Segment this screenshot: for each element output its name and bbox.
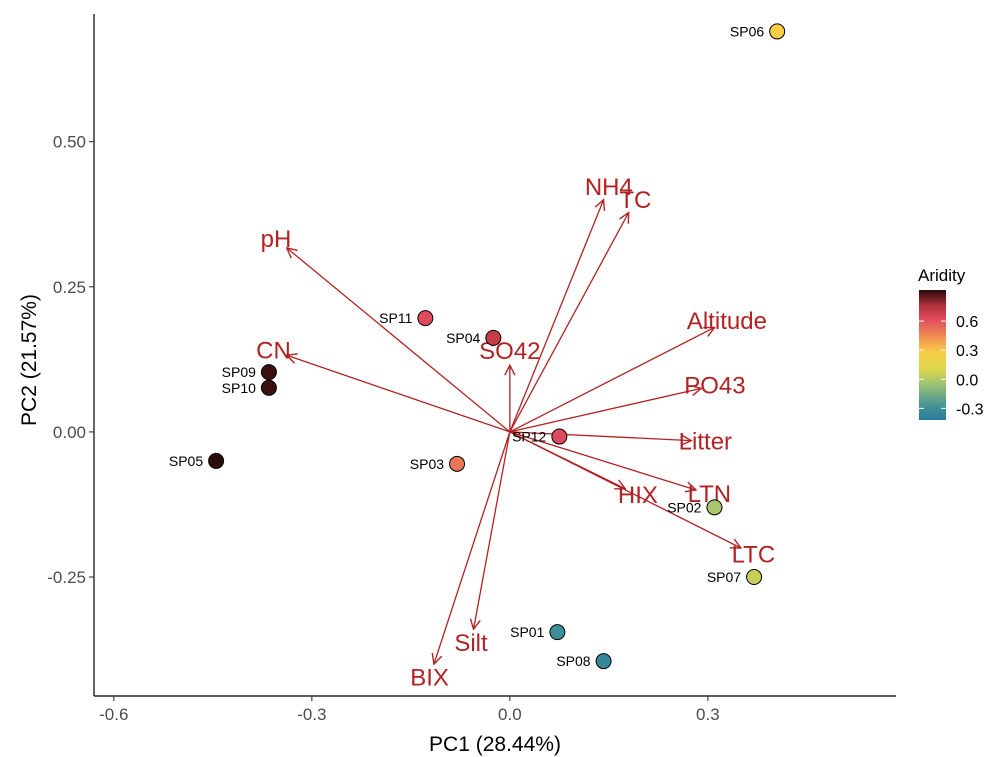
site-label-sp05: SP05 xyxy=(169,453,203,469)
site-point-sp03 xyxy=(449,455,466,472)
site-label-sp12: SP12 xyxy=(512,429,546,445)
vector-arrow-po43 xyxy=(509,388,701,433)
y-tick-label: 0.50 xyxy=(53,133,86,152)
y-tick-label: 0.25 xyxy=(53,278,86,297)
y-tick-label: -0.25 xyxy=(47,568,86,587)
site-point-sp01 xyxy=(549,624,566,641)
vector-arrow-ltn xyxy=(509,431,696,490)
site-label-sp01: SP01 xyxy=(510,624,544,640)
legend-ticks: 0.6 0.3 0.0 -0.3 xyxy=(919,314,984,418)
vector-arrow-ltc xyxy=(509,431,741,548)
site-points: SP01 SP02 SP03 SP04 SP05 SP06 SP07 SP08 SP09SP10… xyxy=(169,23,786,670)
vector-label-bix: BIX xyxy=(410,664,449,691)
legend-tick-label: -0.3 xyxy=(956,401,984,418)
vector-label-ltc: LTC xyxy=(732,541,776,568)
vector-label-po43: PO43 xyxy=(684,372,745,399)
vector-label-litter: Litter xyxy=(679,428,732,455)
site-point-sp10 xyxy=(260,379,277,396)
x-tick-label: -0.3 xyxy=(297,705,326,724)
x-tick-label: 0.3 xyxy=(696,705,720,724)
vector-arrow-tc xyxy=(509,213,629,433)
site-label-sp08: SP08 xyxy=(556,653,590,669)
legend-tick-label: 0.6 xyxy=(956,314,978,331)
vector-arrow-nh4 xyxy=(509,200,604,433)
site-point-sp02 xyxy=(706,499,723,516)
site-label-sp06: SP06 xyxy=(730,23,764,39)
site-label-sp11: SP11 xyxy=(379,310,412,326)
vector-label-nh4: NH4 xyxy=(585,174,633,201)
site-label-sp10: SP10 xyxy=(222,380,256,396)
x-tick-label: -0.6 xyxy=(99,705,128,724)
y-axis-ticks: -0.25 0.00 0.25 0.50 xyxy=(47,133,94,587)
legend-tick-label: 0.3 xyxy=(956,343,978,360)
vector-label-ph: pH xyxy=(261,226,292,253)
vector-arrow-silt xyxy=(474,431,511,629)
aridity-legend: Aridity 0.6 0.3 0.0 -0.3 xyxy=(918,266,984,420)
legend-title: Aridity xyxy=(918,266,966,285)
site-point-sp04 xyxy=(485,329,502,346)
vector-arrow-cn xyxy=(287,355,511,433)
legend-colorbar xyxy=(919,290,946,420)
legend-tick-label: 0.0 xyxy=(956,372,978,389)
vector-arrow-bix xyxy=(434,431,511,664)
site-point-sp11 xyxy=(417,310,434,327)
site-point-sp07 xyxy=(746,569,763,586)
site-point-sp09 xyxy=(260,364,277,381)
vector-arrow-altitude xyxy=(509,327,715,433)
site-label-sp04: SP04 xyxy=(446,330,480,346)
vector-label-cn: CN xyxy=(256,338,291,365)
vector-label-hix: HIX xyxy=(618,482,658,509)
y-axis-title: PC2 (21.57%) xyxy=(18,294,41,426)
site-label-sp02: SP02 xyxy=(667,499,701,515)
site-point-sp12 xyxy=(551,428,568,445)
vector-arrow-litter xyxy=(509,431,692,441)
x-axis-ticks: -0.6 -0.3 0.0 0.3 xyxy=(99,696,720,724)
y-tick-label: 0.00 xyxy=(53,423,86,442)
vector-label-altitude: Altitude xyxy=(687,308,767,335)
vector-label-tc: TC xyxy=(619,187,651,214)
site-label-sp03: SP03 xyxy=(410,456,444,472)
x-axis-title: PC1 (28.44%) xyxy=(429,733,561,756)
site-label-sp09: SP09 xyxy=(222,364,256,380)
site-point-sp06 xyxy=(769,23,786,40)
site-label-sp07: SP07 xyxy=(707,569,741,585)
site-point-sp08 xyxy=(595,653,612,670)
site-point-sp05 xyxy=(208,452,225,469)
vector-arrow-ph xyxy=(287,248,511,433)
vector-label-silt: Silt xyxy=(454,630,488,657)
x-tick-label: 0.0 xyxy=(498,705,522,724)
